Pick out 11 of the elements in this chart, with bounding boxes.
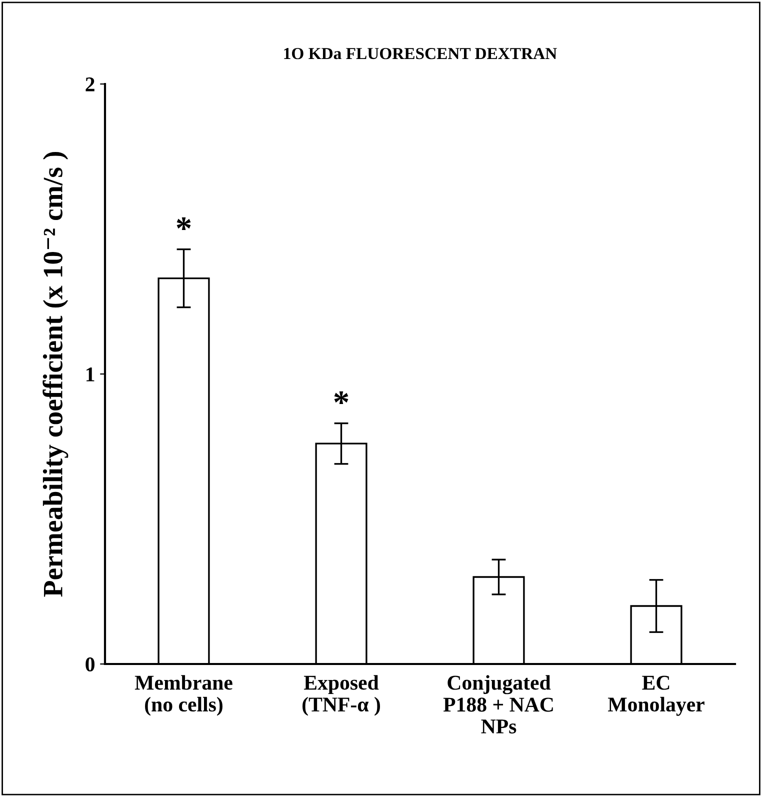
y-axis-title: Permeability coefficient (x 10⁻² cm/s ) (42, 152, 68, 597)
chart-title: 1O KDa FLUORESCENT DEXTRAN (284, 48, 557, 60)
x-tick-label: Exposed (TNF-α ) (302, 675, 380, 716)
y-tick-label: 1 (86, 367, 94, 382)
x-tick-label: EC Monolayer (608, 676, 704, 716)
annotation: * (176, 217, 191, 230)
y-tick-label: 0 (86, 657, 94, 672)
x-tick-label: Membrane (no cells) (134, 675, 232, 716)
annotation: * (334, 391, 348, 404)
x-tick-label: Conjugated P188 + NAC NPs (443, 675, 553, 734)
y-tick-label: 2 (86, 77, 94, 92)
